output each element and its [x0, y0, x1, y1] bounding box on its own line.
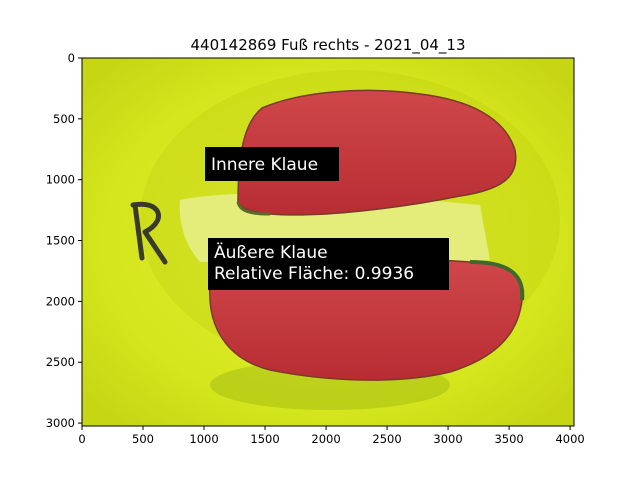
x-tick-label: 3500 — [494, 432, 523, 446]
outer-claw-annotation: Äußere Klaue Relative Fläche: 0.9936 — [208, 238, 449, 290]
y-tick-label: 1500 — [46, 234, 75, 248]
handwritten-r-mark — [130, 201, 168, 265]
x-tick-label: 500 — [132, 432, 154, 446]
x-tick-label: 1000 — [189, 432, 218, 446]
x-tick-label: 4000 — [555, 432, 584, 446]
inner-claw-label-box — [205, 147, 339, 181]
x-axis: 0 500 1000 1500 2000 2500 3000 3500 4000 — [78, 426, 585, 446]
y-tick-label: 2500 — [46, 355, 75, 369]
outer-claw-label-box — [208, 238, 449, 290]
inner-claw-region — [237, 89, 517, 216]
hoof-photo — [82, 58, 574, 426]
y-tick-label: 1000 — [46, 173, 75, 187]
inner-claw-annotation: Innere Klaue — [205, 147, 339, 181]
x-tick-label: 1500 — [250, 432, 279, 446]
x-tick-label: 2500 — [372, 432, 401, 446]
x-tick-label: 2000 — [311, 432, 340, 446]
y-axis: 0 500 1000 1500 2000 2500 3000 — [46, 51, 82, 430]
inner-claw-label: Innere Klaue — [211, 155, 318, 175]
y-tick-label: 500 — [53, 112, 75, 126]
claw-edge — [236, 201, 271, 216]
outer-claw-label: Äußere Klaue — [214, 242, 328, 263]
axes-frame — [81, 57, 575, 427]
claw-edge — [469, 260, 525, 301]
figure-title: 440142869 Fuß rechts - 2021_04_13 — [190, 36, 465, 55]
x-tick-label: 0 — [78, 432, 85, 446]
y-tick-label: 0 — [68, 51, 75, 65]
x-tick-label: 3000 — [433, 432, 462, 446]
relative-area-label: Relative Fläche: 0.9936 — [214, 264, 414, 284]
y-tick-label: 2000 — [46, 294, 75, 308]
y-tick-label: 3000 — [46, 416, 75, 430]
